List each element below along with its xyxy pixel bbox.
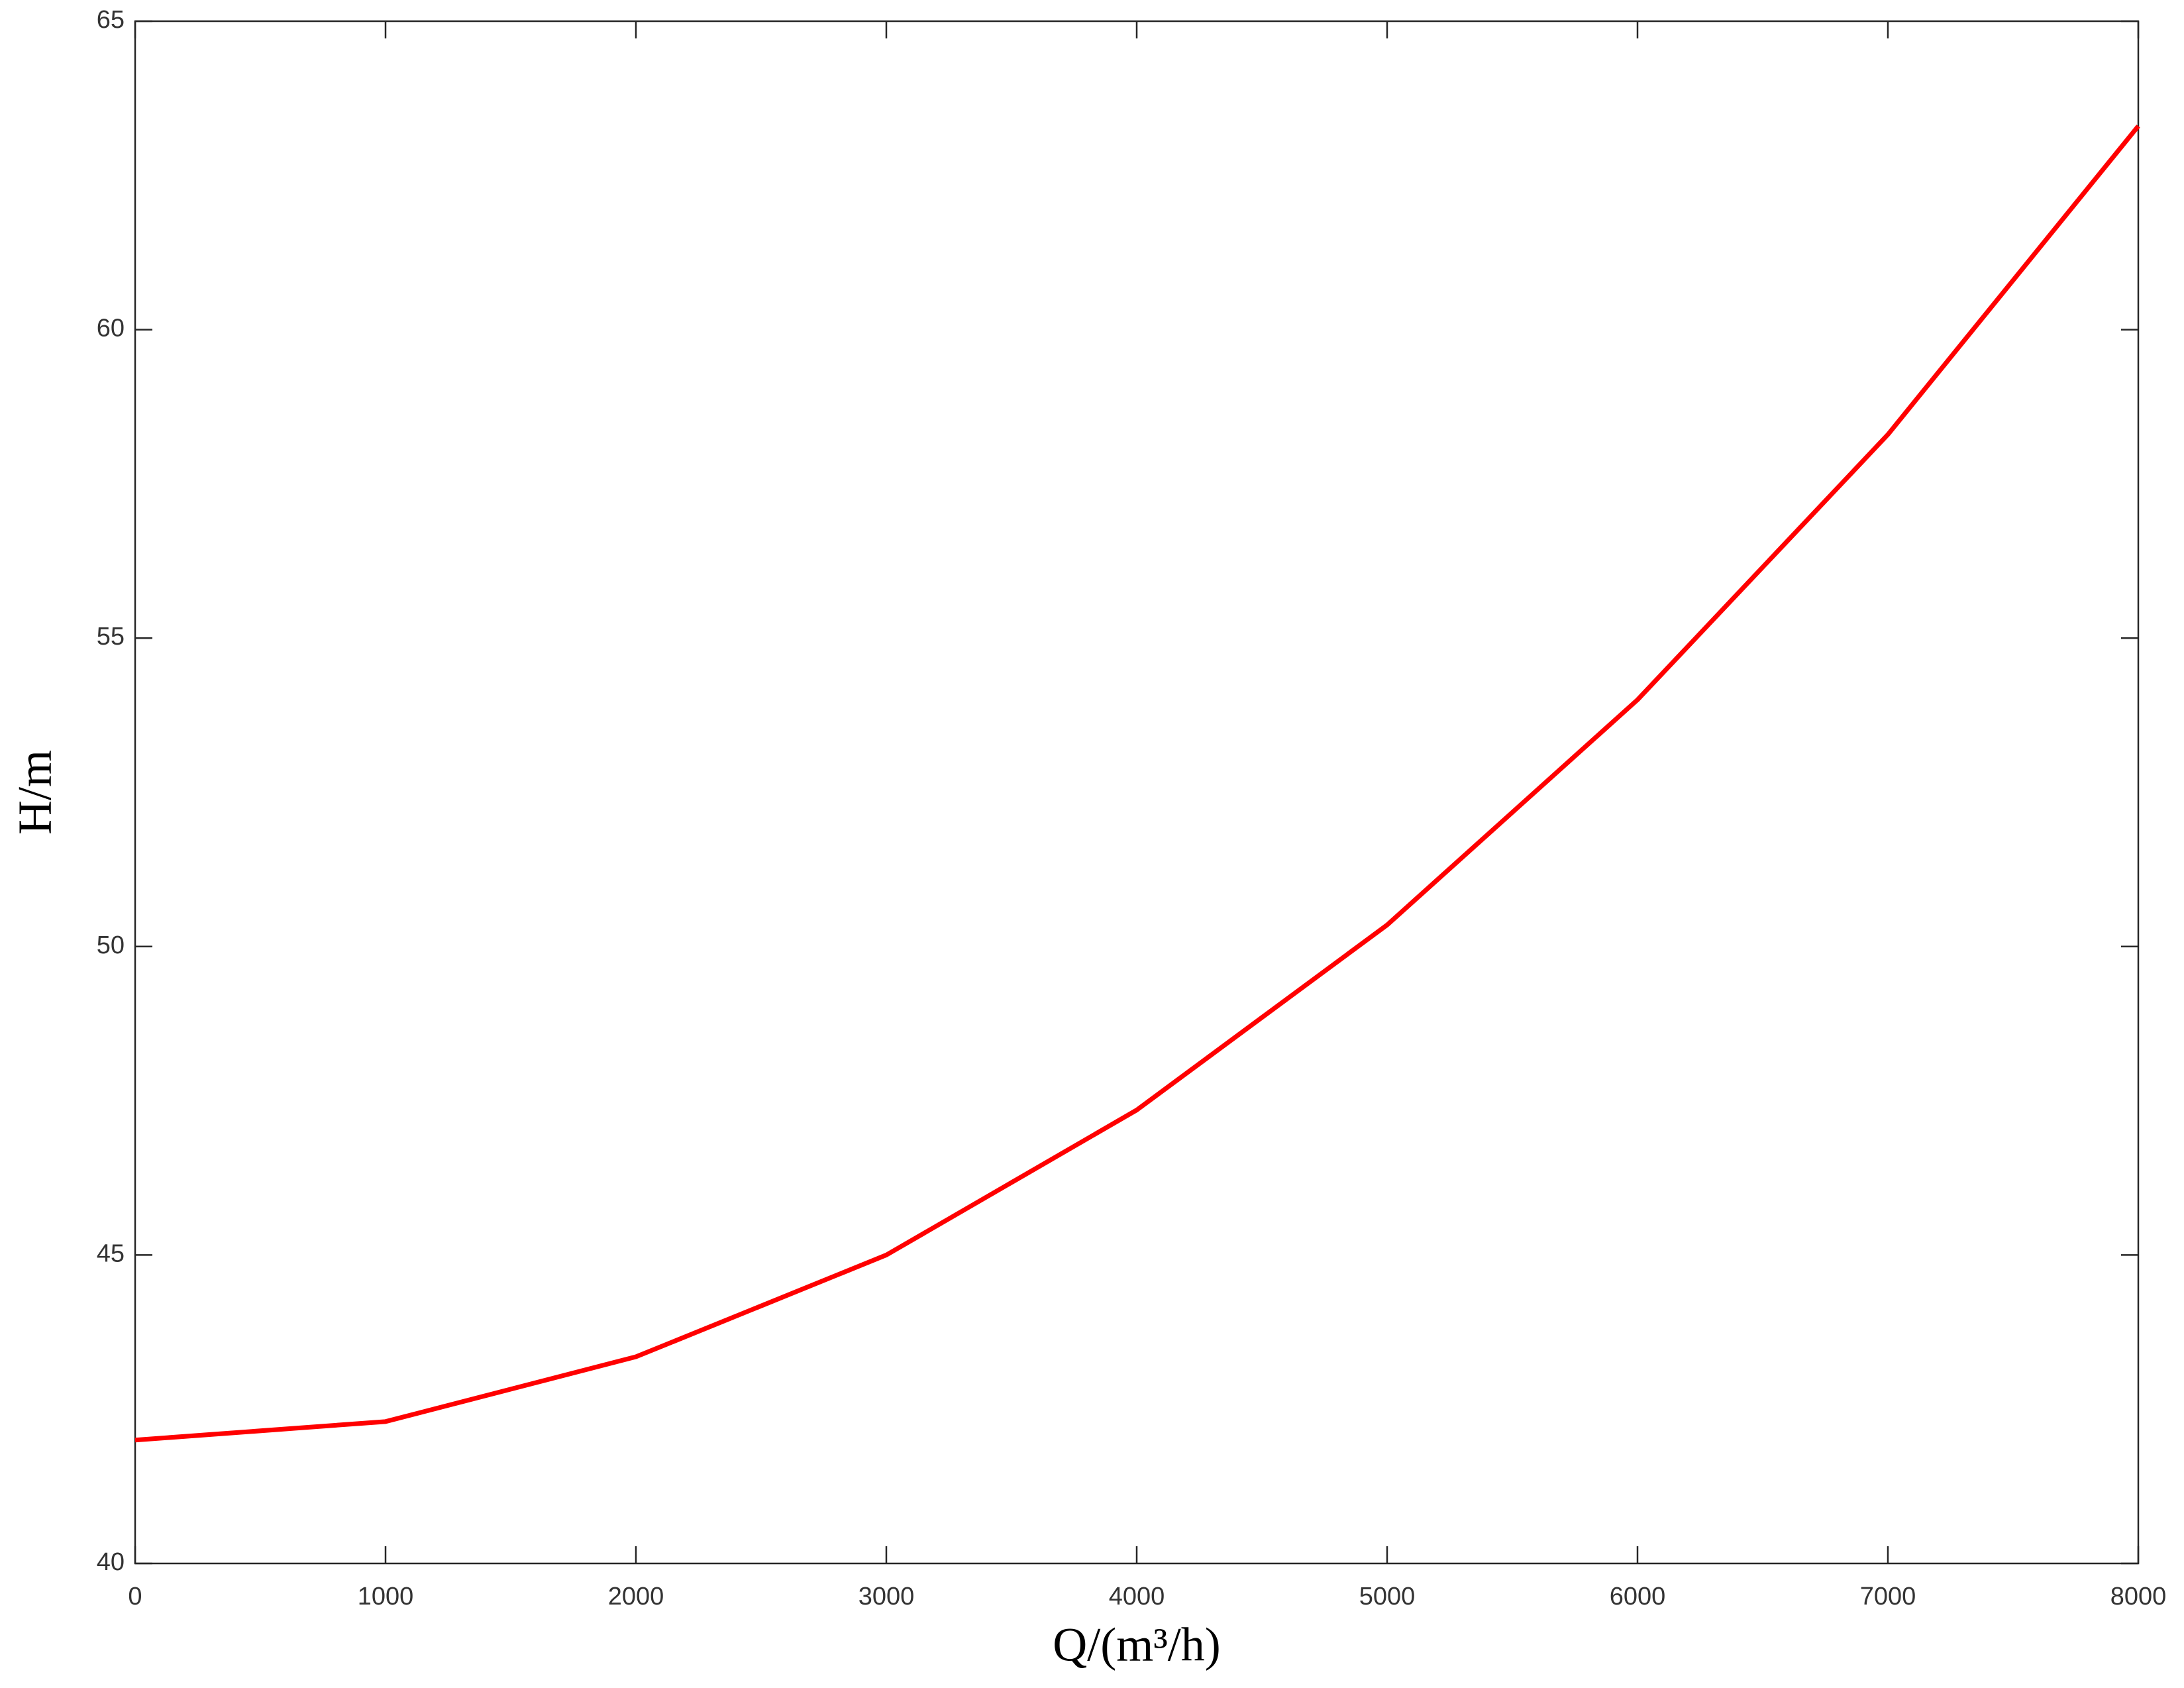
x-tick-label: 0 (128, 1583, 142, 1610)
x-axis-label: Q/(m³/h) (1053, 1618, 1221, 1671)
x-tick-label: 6000 (1610, 1583, 1666, 1610)
y-tick-label: 65 (97, 6, 125, 34)
x-tick-label: 5000 (1359, 1583, 1416, 1610)
y-tick-label: 60 (97, 315, 125, 343)
y-tick-label: 45 (97, 1240, 125, 1267)
x-tick-label: 3000 (858, 1583, 915, 1610)
x-tick-label: 1000 (358, 1583, 414, 1610)
y-tick-label: 55 (97, 623, 125, 651)
x-tick-label: 7000 (1860, 1583, 1916, 1610)
x-tick-label: 2000 (608, 1583, 664, 1610)
y-axis-label: H/m (9, 750, 62, 835)
plot-frame (134, 20, 2140, 1565)
x-tick-label: 4000 (1109, 1583, 1165, 1610)
data-line (134, 125, 2140, 1443)
x-tick-label: 8000 (2110, 1583, 2167, 1610)
y-tick-label: 50 (97, 931, 125, 959)
y-tick-label: 40 (97, 1548, 125, 1576)
